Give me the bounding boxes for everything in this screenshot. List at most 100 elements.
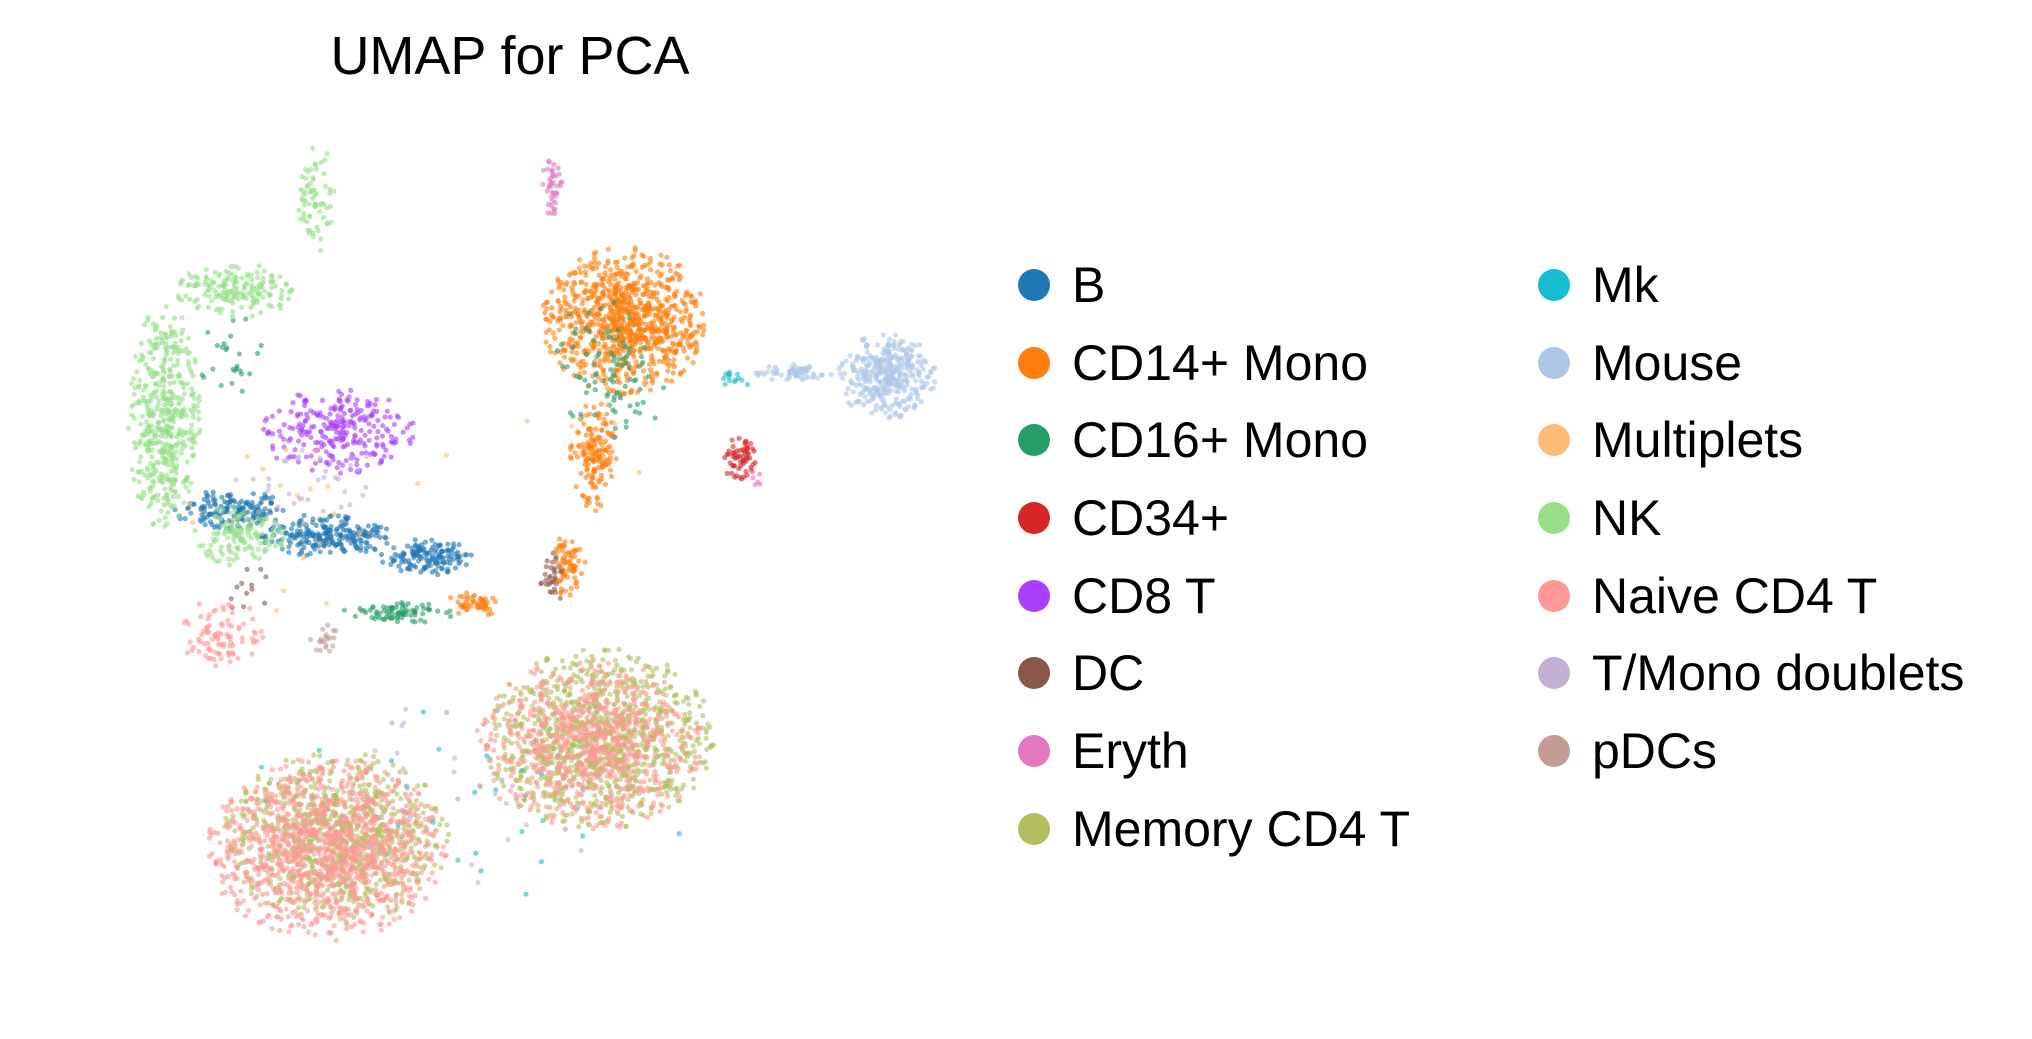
data-point [343, 521, 349, 527]
data-point [334, 788, 340, 794]
data-point [631, 252, 637, 259]
data-point [662, 673, 668, 679]
data-point [356, 440, 362, 446]
data-point [266, 495, 272, 501]
data-point [420, 810, 426, 816]
data-point [691, 785, 697, 791]
data-point [584, 467, 590, 473]
data-point [654, 269, 661, 275]
data-point [493, 787, 499, 793]
data-point [690, 743, 696, 749]
data-point [843, 391, 849, 397]
data-point [585, 426, 592, 433]
data-point [616, 646, 622, 653]
data-point [561, 354, 568, 360]
data-point [589, 293, 596, 299]
data-point [535, 802, 541, 808]
data-point [592, 387, 598, 393]
data-point [597, 435, 604, 441]
data-point [859, 383, 866, 389]
data-point [572, 575, 578, 581]
data-point [308, 434, 314, 440]
data-point [688, 333, 695, 339]
data-point [560, 363, 566, 369]
data-point [920, 385, 926, 391]
data-point [908, 347, 914, 353]
data-point [538, 669, 545, 675]
data-point [593, 426, 599, 432]
data-point [361, 440, 367, 446]
data-point [641, 327, 647, 333]
data-point [709, 742, 715, 748]
data-point [520, 767, 526, 773]
data-point [701, 327, 707, 333]
data-point [366, 421, 372, 427]
data-point [602, 481, 608, 487]
data-point [230, 517, 237, 523]
data-point [348, 387, 354, 393]
data-point [546, 327, 553, 333]
data-point [328, 421, 334, 428]
data-point [219, 494, 225, 500]
data-point [702, 759, 708, 765]
data-point [661, 757, 667, 763]
data-point [677, 798, 683, 804]
data-point [562, 551, 568, 557]
data-point [650, 375, 656, 381]
data-point [634, 401, 641, 407]
data-point [307, 839, 313, 845]
data-point [351, 440, 357, 446]
data-point [259, 495, 265, 501]
data-point [600, 282, 606, 288]
data-point [280, 588, 286, 594]
data-point [602, 358, 608, 364]
data-point [631, 378, 638, 384]
data-point [575, 454, 581, 460]
data-point [910, 362, 916, 368]
data-point [201, 503, 207, 509]
data-point [206, 511, 212, 517]
data-point [598, 472, 604, 478]
data-point [600, 317, 607, 323]
data-point [191, 395, 197, 402]
data-point [650, 672, 656, 678]
data-point [529, 689, 535, 695]
data-point [659, 322, 665, 328]
data-point [898, 362, 904, 368]
data-point [867, 360, 873, 366]
data-point [732, 377, 739, 383]
data-point [880, 332, 886, 338]
data-point [651, 290, 657, 296]
data-point [549, 289, 555, 295]
data-point [354, 833, 360, 839]
data-point [630, 365, 636, 371]
data-point [629, 667, 635, 673]
data-point [896, 401, 903, 407]
data-point [568, 322, 574, 328]
data-point [388, 604, 394, 611]
data-point [224, 500, 230, 506]
data-point [540, 302, 547, 308]
data-point [303, 397, 309, 403]
data-point [864, 363, 870, 369]
data-point [325, 483, 331, 489]
data-point [742, 438, 749, 445]
data-point [446, 831, 452, 838]
data-point [564, 280, 570, 286]
umap-scatter-plot [126, 145, 938, 944]
data-point [305, 805, 311, 811]
data-point [639, 264, 645, 270]
data-point [651, 361, 657, 367]
data-point [464, 590, 470, 596]
data-point [573, 326, 579, 332]
data-point [413, 564, 419, 570]
data-point [578, 570, 585, 577]
data-point [210, 366, 216, 372]
data-point [347, 529, 353, 535]
data-point [615, 280, 622, 286]
data-point [850, 366, 857, 372]
data-point [608, 350, 614, 356]
data-point [909, 386, 915, 392]
data-point [879, 397, 885, 403]
data-point [867, 379, 873, 385]
